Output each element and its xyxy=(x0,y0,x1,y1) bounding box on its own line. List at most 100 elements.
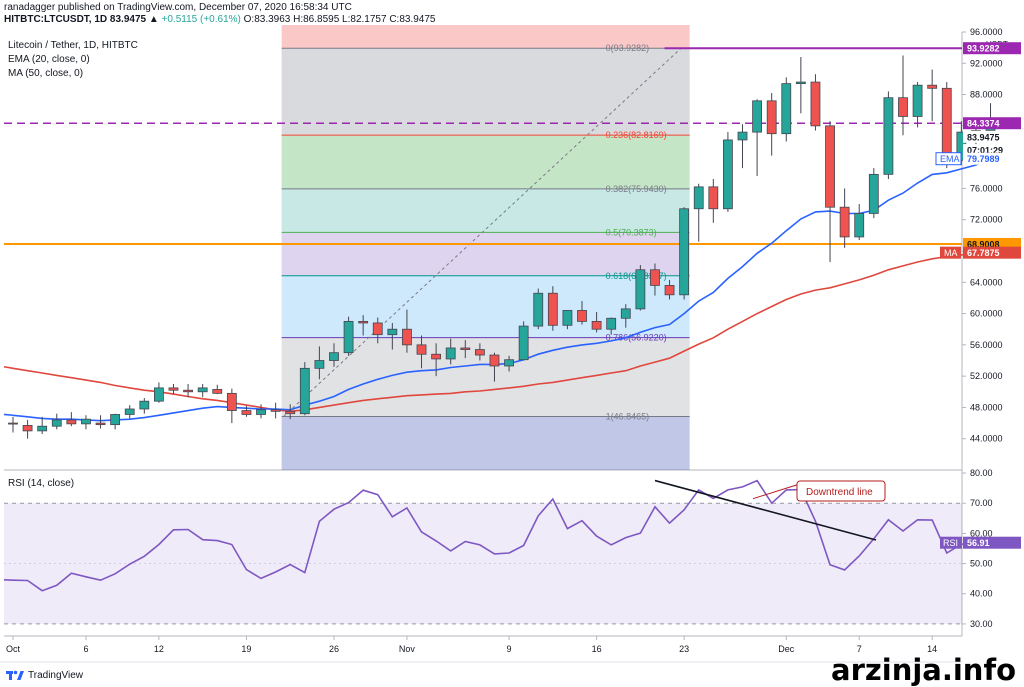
candle-body xyxy=(445,347,456,360)
rsi-tick-label: 30.00 xyxy=(970,619,993,629)
rsi-tick-label: 40.00 xyxy=(970,589,993,599)
candle-down xyxy=(577,301,587,325)
candle-body xyxy=(898,97,908,117)
candle-body xyxy=(693,186,704,210)
candle-body xyxy=(562,310,573,326)
annotation-text: Downtrend line xyxy=(806,487,873,498)
fib-level-label: 0.786(56.9220) xyxy=(606,333,667,343)
candle-body xyxy=(124,408,135,415)
candle-body xyxy=(927,84,938,89)
candle-body xyxy=(620,308,631,319)
price-tick-label: 88.0000 xyxy=(970,90,1003,100)
candle-body xyxy=(810,81,821,127)
candle-up xyxy=(153,382,164,403)
candle-down xyxy=(547,286,558,331)
time-tick-label: 9 xyxy=(507,644,512,654)
candle-body xyxy=(22,425,33,432)
candle-body xyxy=(752,100,762,133)
time-tick-label: 14 xyxy=(927,644,937,654)
candle-body xyxy=(241,410,252,415)
candle-down xyxy=(839,188,850,248)
candle-down xyxy=(270,402,281,419)
ema-indicator-label[interactable]: EMA (20, close, 0) xyxy=(8,54,90,65)
candle-down xyxy=(460,340,471,359)
candle-up xyxy=(737,124,748,169)
dashed-level-tag xyxy=(963,117,1021,130)
tradingview-brand: TradingView xyxy=(28,669,84,681)
published-line: ranadagger published on TradingView.com,… xyxy=(4,2,352,13)
time-tick-label: 26 xyxy=(329,644,339,654)
candle-body xyxy=(299,367,310,415)
ma-side-label: MA xyxy=(944,248,958,258)
ma-price-tag xyxy=(963,246,1021,259)
chart-title[interactable]: Litecoin / Tether, 1D, HITBTC xyxy=(8,40,138,51)
ema-price-value: 79.7989 xyxy=(967,154,1000,164)
time-tick-label: Dec xyxy=(778,644,795,654)
candle-up xyxy=(197,383,208,398)
candle-body xyxy=(197,387,208,393)
last-price-value: 83.9475 xyxy=(967,132,1000,142)
candle-body xyxy=(314,360,325,369)
fib-level-label: 0.5(70.3873) xyxy=(606,227,657,237)
symbol-line: HITBTC:LTCUSDT, 1D 83.9475 ▲ xyxy=(4,14,159,25)
rsi-indicator-label[interactable]: RSI (14, close) xyxy=(8,478,75,489)
candle-body xyxy=(723,139,733,210)
candle-body xyxy=(212,389,223,394)
candle-body xyxy=(37,425,48,432)
candle-up xyxy=(752,99,762,176)
price-tick-label: 56.0000 xyxy=(970,340,1003,350)
tradingview-logo[interactable]: TradingView xyxy=(6,669,83,681)
fib-zone-6 xyxy=(281,337,690,417)
candle-body xyxy=(343,320,354,354)
resistance-value: 93.9282 xyxy=(967,44,1000,54)
price-tick-label: 48.0000 xyxy=(970,402,1003,412)
candle-up xyxy=(81,415,91,430)
candle-body xyxy=(358,320,369,324)
candle-body xyxy=(226,392,237,411)
candle-down xyxy=(898,55,908,136)
candle-down xyxy=(358,315,369,336)
candle-body xyxy=(883,97,894,175)
last-price-tag xyxy=(963,130,1021,143)
candle-down xyxy=(708,179,719,223)
time-tick-label: 7 xyxy=(857,644,862,654)
candle-body xyxy=(256,409,266,415)
candle-down xyxy=(372,317,383,344)
candle-body xyxy=(270,409,281,412)
rsi-value-tag xyxy=(963,536,1021,549)
candle-body xyxy=(474,349,485,356)
candle-body xyxy=(591,320,602,330)
candle-body xyxy=(737,131,748,141)
ema-20-line xyxy=(12,157,991,422)
candle-body xyxy=(650,269,660,286)
candle-body xyxy=(868,173,879,214)
candle-up xyxy=(110,413,121,430)
candle-body xyxy=(183,389,193,393)
candle-body xyxy=(606,317,617,330)
candle-down xyxy=(591,312,602,333)
rsi-tick-label: 50.00 xyxy=(970,559,993,569)
candle-up xyxy=(868,168,879,219)
candle-down xyxy=(474,343,485,361)
time-tick-label: 12 xyxy=(154,644,164,654)
candle-up xyxy=(518,321,529,361)
fib-trend-line xyxy=(283,47,682,417)
fib-level-label: 0(93.9282) xyxy=(606,43,650,53)
time-tick-label: Nov xyxy=(399,644,416,654)
candle-body xyxy=(854,213,865,238)
fib-level-label: 1(46.8465) xyxy=(606,411,650,421)
time-tick-label: 19 xyxy=(241,644,251,654)
candle-down xyxy=(927,69,938,122)
watermark: arzinja.info xyxy=(831,653,1016,687)
fib-zone-5 xyxy=(281,275,690,338)
candle-up xyxy=(781,77,792,142)
candle-up xyxy=(854,204,865,241)
candle-body xyxy=(95,422,106,426)
candle-body xyxy=(460,347,471,350)
candle-down xyxy=(825,121,835,262)
candle-up xyxy=(124,405,135,419)
candle-down xyxy=(810,74,821,131)
ma-indicator-label[interactable]: MA (50, close, 0) xyxy=(8,68,84,79)
